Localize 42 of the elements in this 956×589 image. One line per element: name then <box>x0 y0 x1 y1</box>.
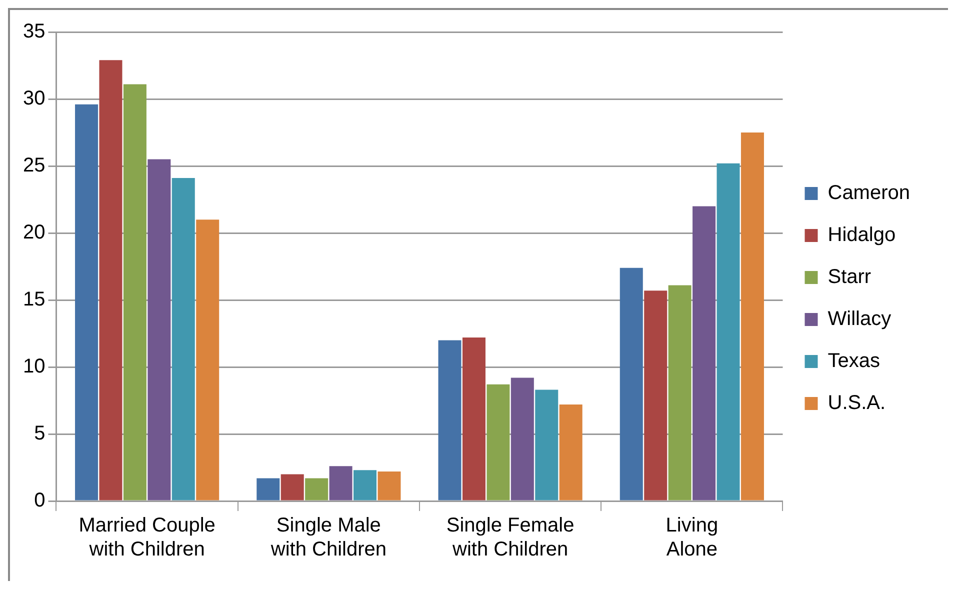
x-tick-label: Single Male with Children <box>270 514 386 561</box>
bar <box>559 404 582 500</box>
x-tick-label: Married Couple with Children <box>78 514 216 561</box>
bar <box>256 478 280 500</box>
bar <box>196 220 220 500</box>
bar <box>329 466 352 500</box>
bar <box>692 206 716 500</box>
legend-label: Hidalgo <box>828 224 896 246</box>
bar <box>305 478 328 500</box>
bar <box>620 268 643 500</box>
bar <box>668 285 692 500</box>
legend-label: U.S.A. <box>828 392 886 414</box>
legend-label: Willacy <box>828 308 892 330</box>
bar <box>148 159 171 500</box>
legend-label: Texas <box>828 350 880 372</box>
bar <box>354 470 377 500</box>
bar <box>740 132 764 500</box>
y-tick-label: 25 <box>22 154 46 177</box>
bar <box>99 60 122 500</box>
bar <box>486 384 510 500</box>
bar <box>535 390 558 500</box>
y-tick-label: 5 <box>34 422 46 445</box>
x-tick-label: Living Alone <box>666 514 718 561</box>
y-tick-label: 15 <box>22 288 46 311</box>
y-tick-label: 30 <box>22 88 46 110</box>
bar <box>438 340 462 500</box>
bar <box>644 290 668 500</box>
y-tick-label: 10 <box>22 356 46 378</box>
legend-label: Starr <box>828 266 872 288</box>
bar <box>716 163 740 500</box>
bar <box>378 472 401 500</box>
y-tick-label: 0 <box>34 490 46 512</box>
bar <box>510 378 534 500</box>
bar <box>123 84 146 500</box>
x-tick-label: Single Female with Children <box>446 514 574 561</box>
bar <box>172 178 195 500</box>
bar <box>462 338 486 500</box>
y-tick-label: 35 <box>22 20 46 43</box>
y-tick-label: 20 <box>22 222 46 244</box>
bar <box>280 474 304 500</box>
legend-label: Cameron <box>828 182 910 204</box>
bar <box>75 104 98 500</box>
